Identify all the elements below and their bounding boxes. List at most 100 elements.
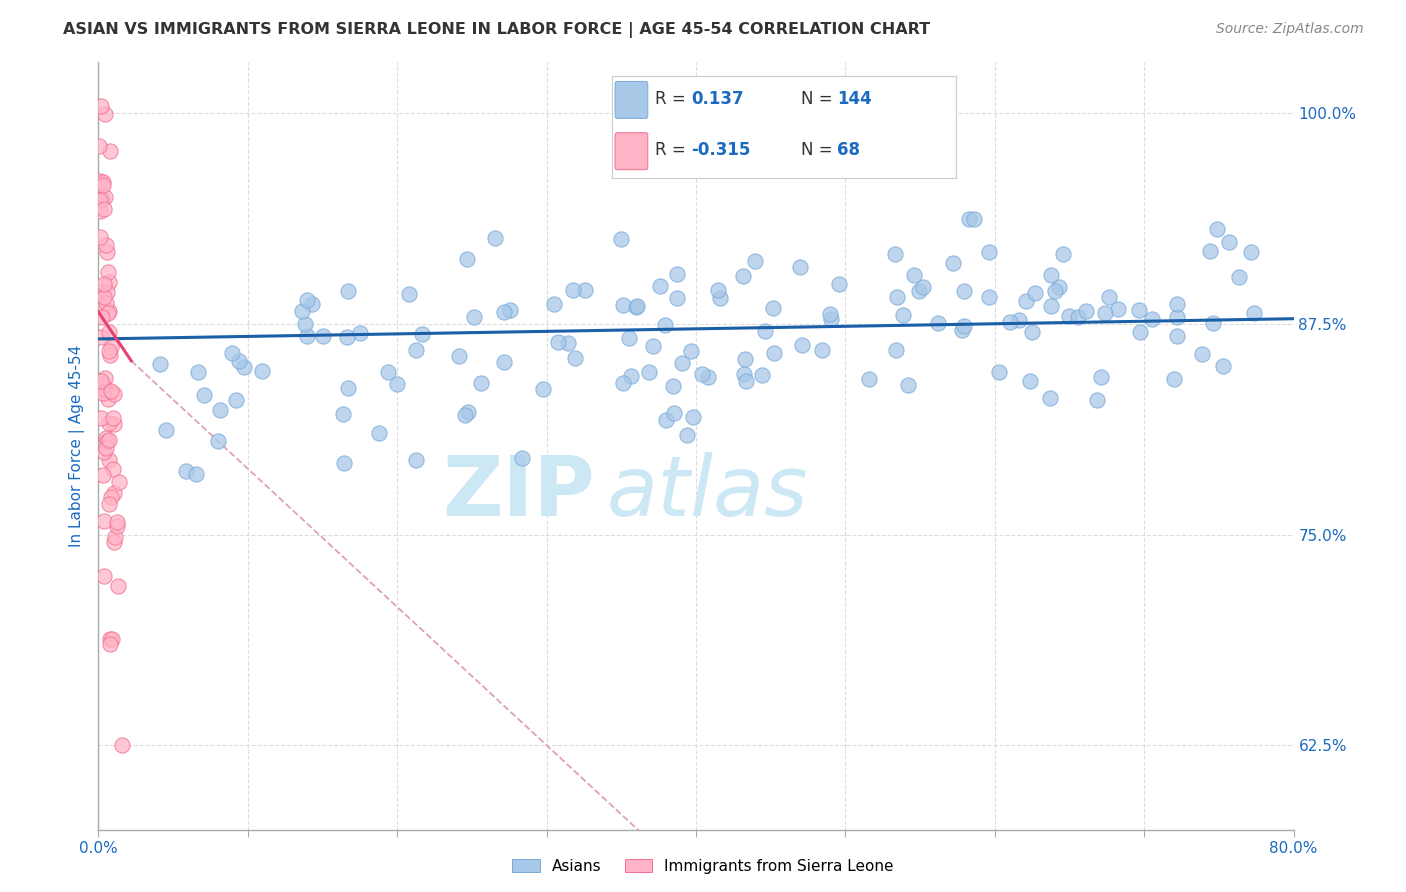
Point [405, 453, 427, 467]
Point [744, 253, 766, 268]
Point [792, 337, 814, 351]
Point [96, 245, 118, 260]
Point [463, 310, 485, 324]
Point [98, 303, 121, 318]
Point [97, 265, 120, 279]
Point [297, 329, 319, 343]
FancyBboxPatch shape [614, 133, 648, 169]
Point [987, 365, 1010, 379]
Point [100, 144, 122, 158]
Point [90, 410, 112, 425]
Point [612, 298, 634, 312]
Point [103, 387, 125, 401]
Text: -0.315: -0.315 [690, 141, 751, 159]
Point [1047, 280, 1070, 294]
Point [97, 306, 120, 320]
Point [979, 290, 1001, 304]
Point [884, 343, 907, 357]
Point [1202, 316, 1225, 330]
Text: 68: 68 [837, 141, 860, 159]
Point [1039, 391, 1062, 405]
Point [908, 284, 931, 298]
Text: N =: N = [801, 141, 832, 159]
Point [98, 348, 121, 362]
Point [349, 326, 371, 341]
Point [470, 376, 492, 391]
Point [733, 268, 755, 283]
Point [664, 406, 686, 420]
Point [387, 377, 409, 392]
Point [89, 174, 111, 188]
Point [950, 323, 973, 337]
Point [897, 378, 920, 392]
Point [232, 359, 254, 374]
Point [91, 467, 114, 482]
Point [97, 416, 120, 430]
Point [93, 289, 115, 303]
Point [562, 283, 585, 297]
Point [1090, 370, 1112, 384]
Point [447, 349, 470, 363]
Point [754, 325, 776, 339]
Point [312, 329, 335, 343]
Point [100, 340, 122, 354]
Point [91, 176, 114, 190]
Point [291, 304, 314, 318]
Point [692, 367, 714, 381]
Point [89, 204, 111, 219]
Point [811, 343, 834, 358]
Point [104, 530, 127, 544]
Point [93, 569, 115, 583]
Point [105, 519, 128, 533]
Point [1129, 325, 1152, 339]
Point [294, 317, 316, 331]
Point [155, 423, 177, 437]
Point [209, 402, 232, 417]
Point [661, 378, 683, 392]
Point [103, 535, 125, 549]
Point [97, 325, 120, 339]
Point [1067, 310, 1090, 324]
Point [883, 247, 905, 261]
Point [733, 367, 755, 381]
Point [751, 368, 773, 382]
Point [1166, 296, 1188, 310]
Point [93, 380, 115, 394]
Point [100, 490, 122, 504]
Text: Source: ZipAtlas.com: Source: ZipAtlas.com [1216, 22, 1364, 37]
Point [531, 382, 554, 396]
Point [650, 279, 672, 293]
Point [1163, 372, 1185, 386]
Point [734, 374, 756, 388]
Point [89, 193, 111, 207]
Point [398, 286, 420, 301]
Point [90, 192, 112, 206]
Point [789, 260, 811, 275]
Point [612, 376, 634, 391]
Point [957, 212, 980, 227]
Point [91, 376, 114, 391]
Point [709, 291, 731, 305]
Point [98, 632, 121, 647]
Point [107, 475, 129, 489]
Point [681, 344, 703, 359]
Point [1166, 310, 1188, 325]
Point [886, 290, 908, 304]
Point [98, 637, 122, 651]
Point [97, 453, 120, 467]
Text: R =: R = [655, 90, 685, 108]
Point [90, 374, 112, 388]
Point [97, 343, 120, 358]
Point [228, 354, 250, 368]
Point [98, 275, 121, 289]
Point [734, 351, 756, 366]
Point [1076, 304, 1098, 318]
Point [405, 343, 427, 357]
Point [336, 284, 359, 298]
Point [94, 431, 117, 445]
Point [90, 298, 112, 312]
Point [96, 434, 118, 448]
Point [654, 318, 676, 332]
Point [654, 413, 676, 427]
Point [184, 467, 207, 481]
